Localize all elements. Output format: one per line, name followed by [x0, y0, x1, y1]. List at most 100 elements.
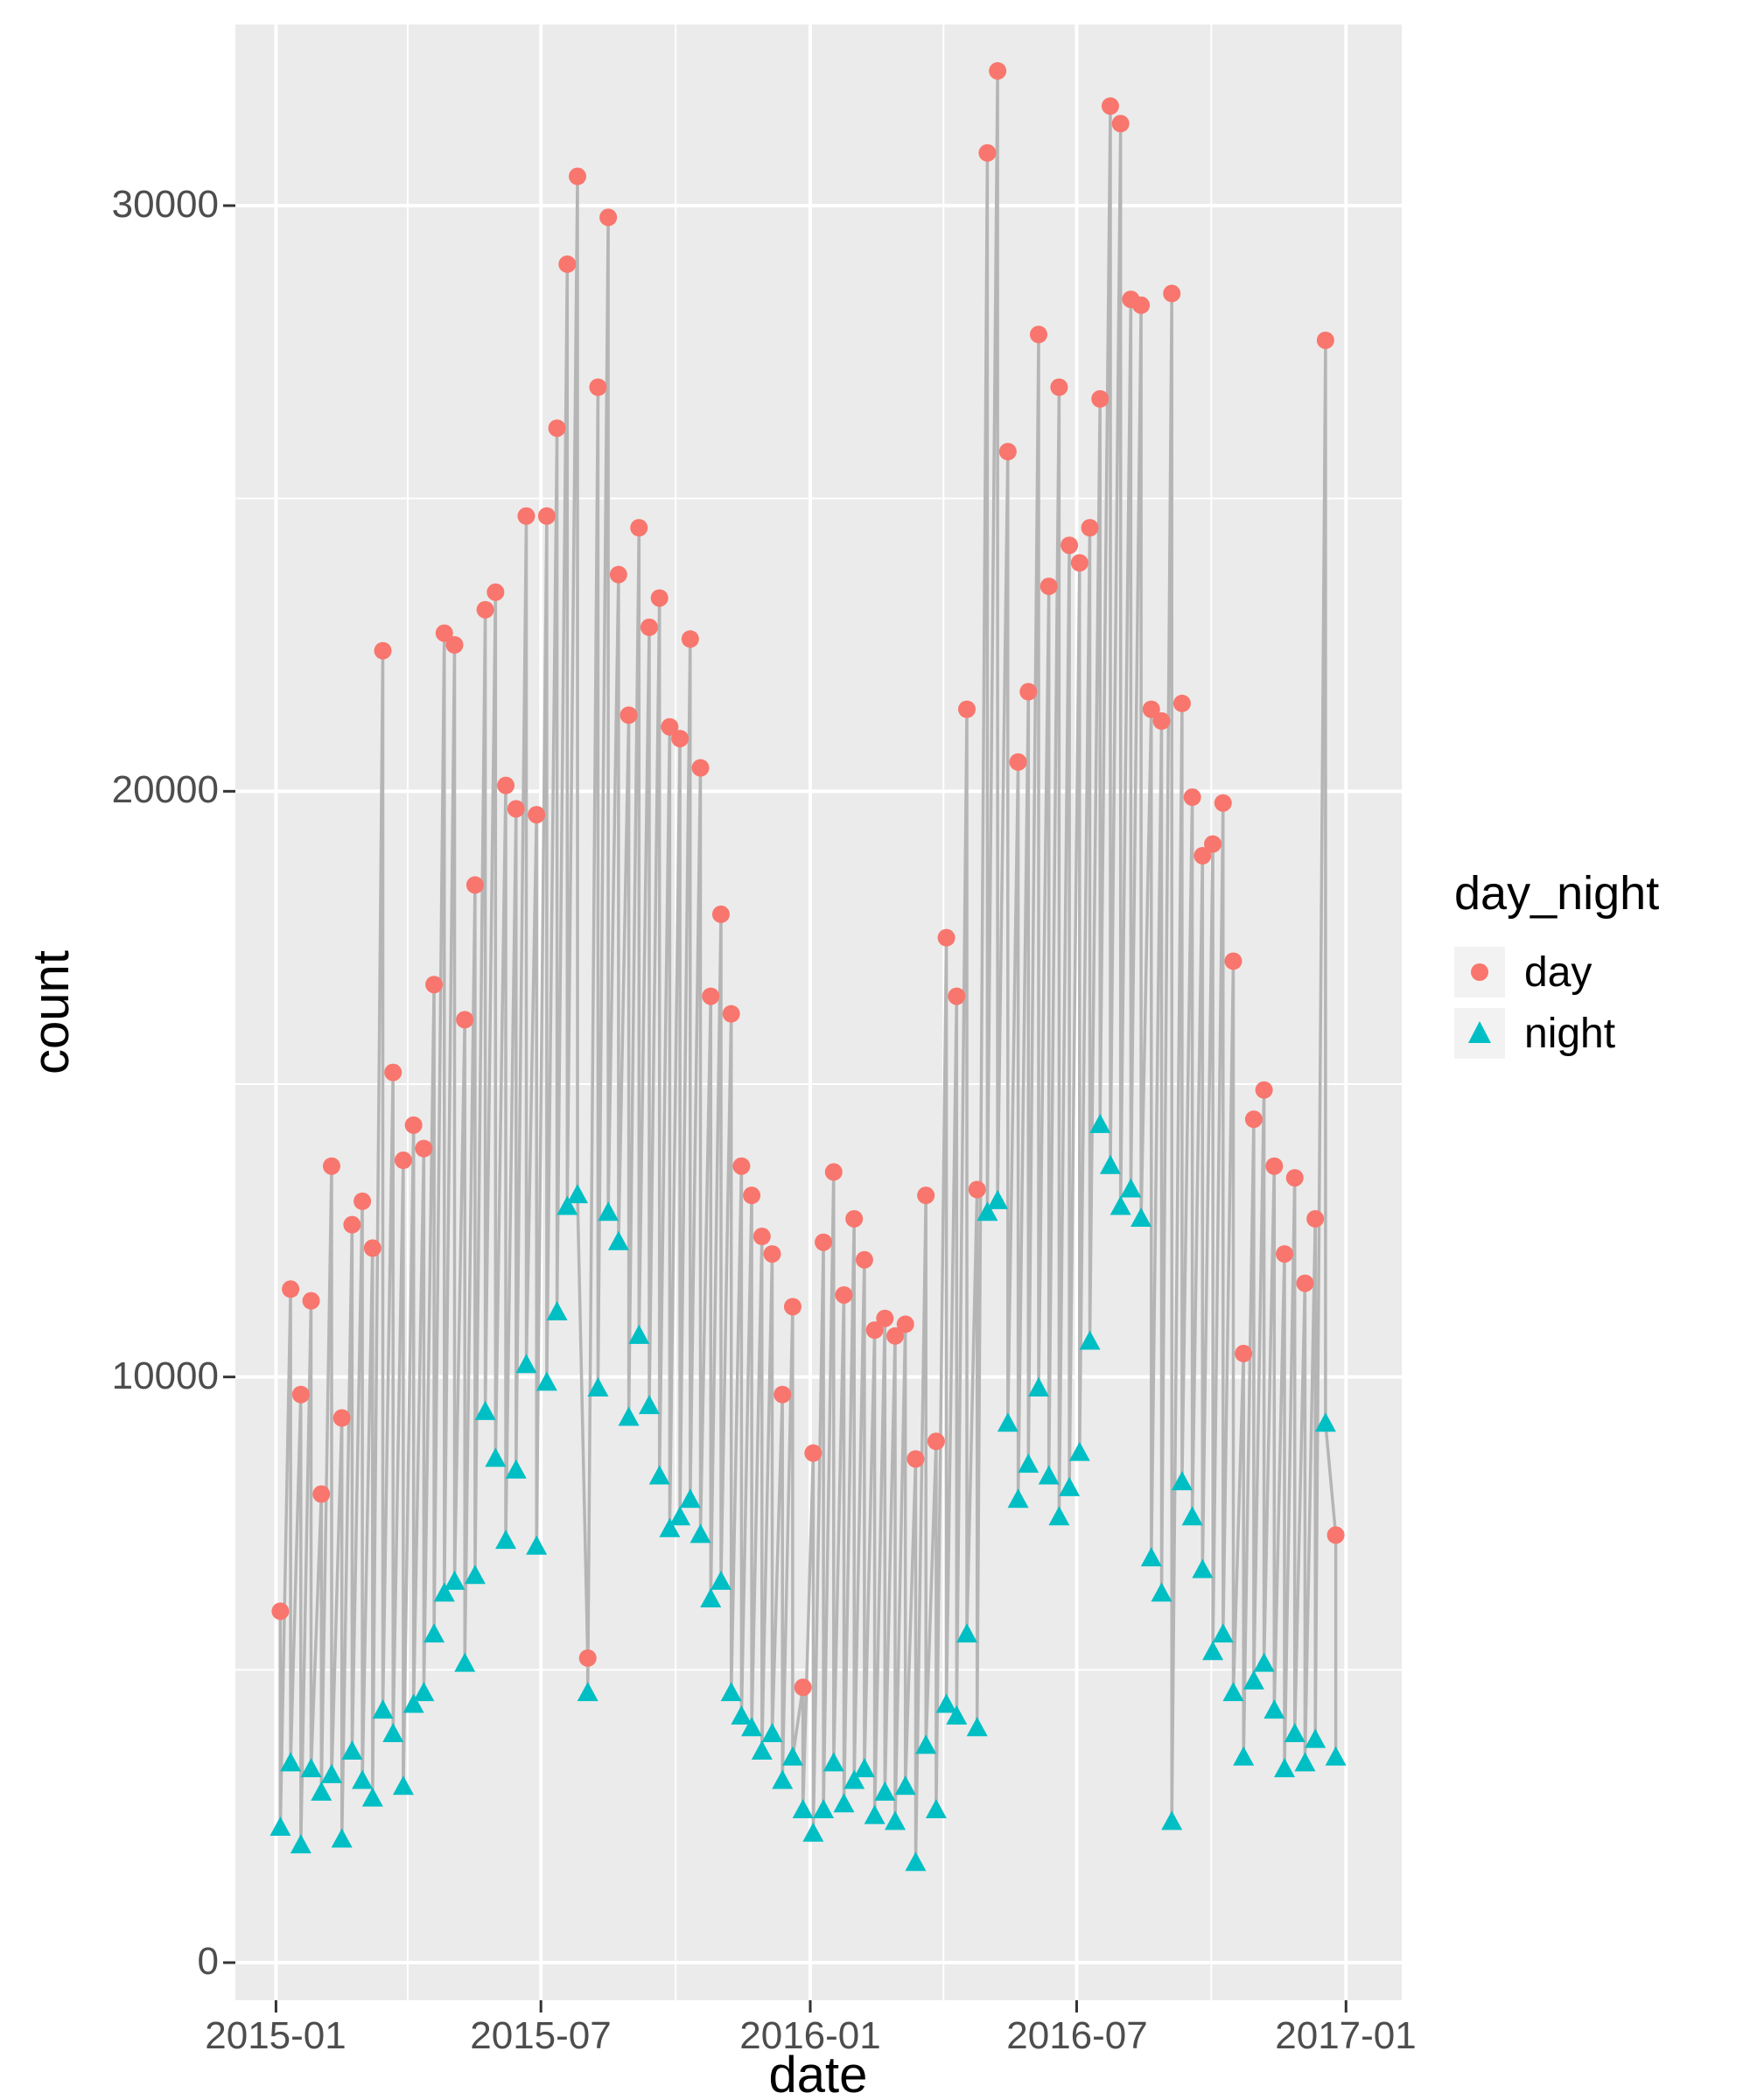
- night-point: [966, 1717, 988, 1737]
- night-point: [1253, 1652, 1275, 1672]
- night-point-icon: [1468, 1021, 1491, 1043]
- night-point: [618, 1406, 640, 1426]
- day-point: [599, 208, 618, 227]
- night-point: [659, 1517, 681, 1537]
- night-point: [433, 1582, 455, 1602]
- legend-key-day: [1454, 947, 1505, 998]
- night-point: [751, 1740, 773, 1760]
- day-point: [548, 419, 566, 438]
- night-point: [833, 1793, 855, 1813]
- night-point: [341, 1740, 363, 1760]
- day-point: [1204, 835, 1222, 853]
- day-point: [1183, 788, 1201, 807]
- day-point: [1142, 700, 1160, 718]
- night-point: [1130, 1207, 1152, 1227]
- day-point: [876, 1309, 894, 1327]
- day-point: [466, 876, 484, 894]
- night-point: [1305, 1728, 1326, 1748]
- night-point: [1018, 1453, 1040, 1474]
- x-tick-label-2015-07: 2015-07: [470, 2014, 612, 2057]
- day-point: [282, 1280, 300, 1298]
- day-point: [743, 1186, 761, 1205]
- night-point: [720, 1682, 742, 1702]
- night-point: [792, 1798, 814, 1818]
- night-point: [864, 1804, 886, 1824]
- day-point: [620, 706, 638, 724]
- night-point: [1089, 1113, 1111, 1133]
- day-point: [1214, 794, 1232, 812]
- day-point: [958, 700, 976, 718]
- day-point: [507, 800, 525, 818]
- night-point: [1264, 1699, 1285, 1719]
- night-point: [844, 1769, 865, 1789]
- night-point: [1212, 1623, 1234, 1643]
- series-line: [278, 69, 1338, 1865]
- day-point: [404, 1116, 423, 1134]
- x-tick-label-2016-07: 2016-07: [1006, 2014, 1148, 2057]
- day-point: [906, 1450, 925, 1468]
- night-point: [280, 1752, 302, 1772]
- night-point: [1274, 1758, 1296, 1778]
- y-axis-title: count: [23, 950, 80, 1074]
- day-point: [1091, 389, 1110, 408]
- night-point: [813, 1798, 835, 1818]
- night-point: [1284, 1722, 1306, 1742]
- day-point: [558, 255, 577, 273]
- night-point: [515, 1354, 537, 1374]
- day-point: [476, 600, 494, 619]
- y-tick-label-0: 0: [197, 1940, 219, 1983]
- night-point: [935, 1693, 957, 1713]
- day-point: [435, 624, 453, 642]
- night-point: [556, 1195, 578, 1215]
- day-point: [732, 1157, 751, 1175]
- night-point: [311, 1781, 332, 1801]
- day-point: [1306, 1209, 1325, 1228]
- day-point: [569, 167, 587, 186]
- day-point: [609, 565, 627, 584]
- day-point: [865, 1321, 884, 1340]
- night-point: [1171, 1471, 1193, 1491]
- night-point: [905, 1852, 927, 1872]
- day-point: [363, 1239, 382, 1257]
- night-point: [270, 1816, 291, 1837]
- day-point: [998, 443, 1017, 461]
- night-point: [885, 1810, 906, 1830]
- day-point: [589, 378, 607, 396]
- day-point: [989, 62, 1007, 80]
- night-point: [915, 1734, 937, 1754]
- night-point: [1233, 1746, 1255, 1766]
- day-point: [302, 1292, 320, 1310]
- day-point: [1265, 1157, 1284, 1175]
- night-point: [372, 1699, 394, 1719]
- night-point: [997, 1412, 1018, 1432]
- night-point: [1161, 1810, 1183, 1830]
- night-point: [648, 1465, 670, 1485]
- day-point: [711, 905, 730, 923]
- day-point: [824, 1163, 843, 1181]
- day-point: [804, 1444, 822, 1462]
- day-point: [322, 1157, 340, 1175]
- night-point: [987, 1189, 1009, 1209]
- day-point: [763, 1245, 781, 1264]
- night-point: [567, 1184, 589, 1204]
- day-point: [1194, 846, 1212, 864]
- day-point: [702, 987, 720, 1005]
- day-point: [384, 1063, 402, 1082]
- day-point: [640, 618, 658, 636]
- day-point: [425, 976, 444, 994]
- day-point: [374, 641, 392, 660]
- day-point: [1101, 97, 1119, 116]
- night-point: [587, 1377, 609, 1397]
- day-point: [332, 1409, 351, 1427]
- night-point: [853, 1758, 875, 1778]
- night-point: [290, 1834, 312, 1854]
- night-point: [976, 1201, 998, 1222]
- day-point: [1316, 331, 1334, 349]
- day-point: [1276, 1245, 1294, 1264]
- day-point: [1224, 952, 1242, 970]
- night-point: [1192, 1558, 1214, 1578]
- night-point: [1059, 1476, 1081, 1496]
- night-point: [772, 1769, 794, 1789]
- day-point: [1111, 115, 1130, 133]
- day-point: [537, 507, 556, 525]
